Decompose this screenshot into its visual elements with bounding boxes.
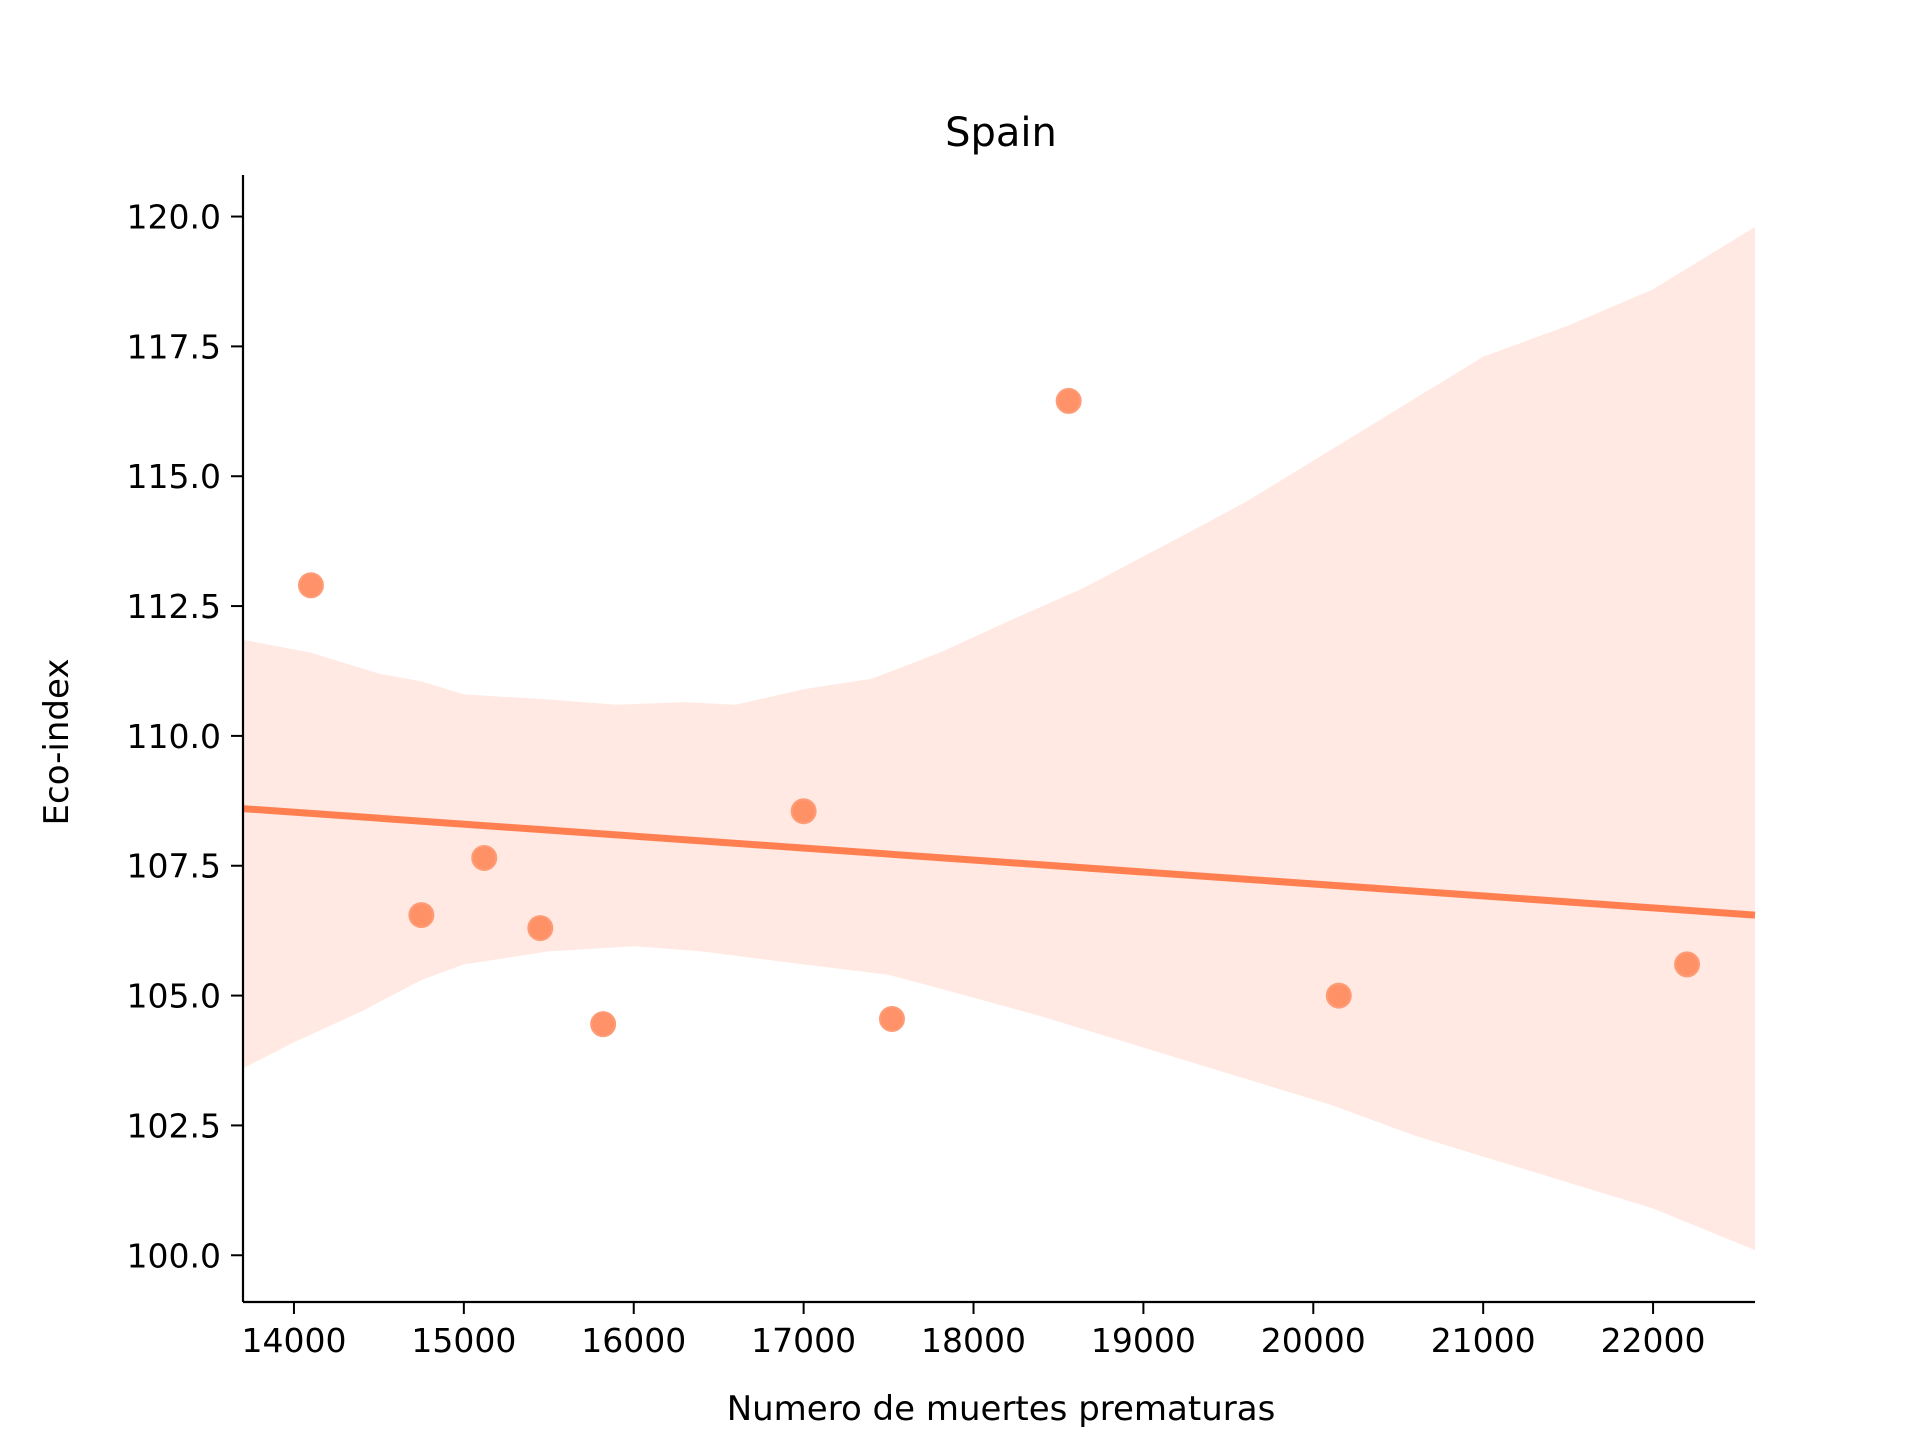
confidence-band-layer (243, 226, 1755, 1251)
confidence-band (243, 226, 1755, 1251)
x-tick-label-18000: 18000 (921, 1321, 1026, 1360)
regression-line (242, 805, 1756, 919)
chart-title: Spain (945, 110, 1057, 156)
data-point-4 (527, 915, 554, 942)
y-tick-label-115: 115.0 (127, 457, 221, 496)
scatter-points-layer (297, 387, 1701, 1038)
regression-line-layer (242, 805, 1756, 919)
x-axis-label: Numero de muertes prematuras (727, 1389, 1276, 1429)
axes (241, 175, 1755, 1304)
data-point-9 (1325, 982, 1352, 1009)
data-point-8 (1055, 387, 1082, 414)
data-point-5 (590, 1011, 617, 1038)
y-tick-label-112.5: 112.5 (127, 587, 221, 626)
data-point-1 (297, 572, 324, 599)
data-point-10 (1674, 951, 1701, 978)
data-point-2 (408, 902, 435, 929)
y-tick-label-105: 105.0 (127, 977, 221, 1016)
x-ticks: 14000 15000 16000 17000 18000 19000 20000 21000… (241, 1302, 1706, 1360)
y-tick-label-117.5: 117.5 (127, 327, 221, 366)
x-tick-label-14000: 14000 (241, 1321, 346, 1360)
y-ticks: 100.0 102.5 105.0 107.5 110.0 112.5 115.0 117.5… (127, 198, 243, 1275)
x-tick-label-20000: 20000 (1261, 1321, 1366, 1360)
data-point-6 (790, 798, 817, 825)
x-tick-label-21000: 21000 (1431, 1321, 1536, 1360)
x-tick-label-19000: 19000 (1091, 1321, 1196, 1360)
y-tick-label-107.5: 107.5 (127, 847, 221, 886)
x-tick-label-15000: 15000 (411, 1321, 516, 1360)
y-tick-label-120: 120.0 (127, 198, 221, 237)
y-tick-label-102.5: 102.5 (127, 1106, 221, 1145)
x-tick-label-16000: 16000 (581, 1321, 686, 1360)
data-point-7 (878, 1005, 905, 1032)
data-point-3 (471, 844, 498, 871)
x-tick-label-17000: 17000 (751, 1321, 856, 1360)
y-axis-label: Eco-index (37, 659, 77, 826)
y-tick-label-110: 110.0 (127, 717, 221, 756)
y-tick-label-100: 100.0 (127, 1236, 221, 1275)
x-tick-label-22000: 22000 (1601, 1321, 1706, 1360)
